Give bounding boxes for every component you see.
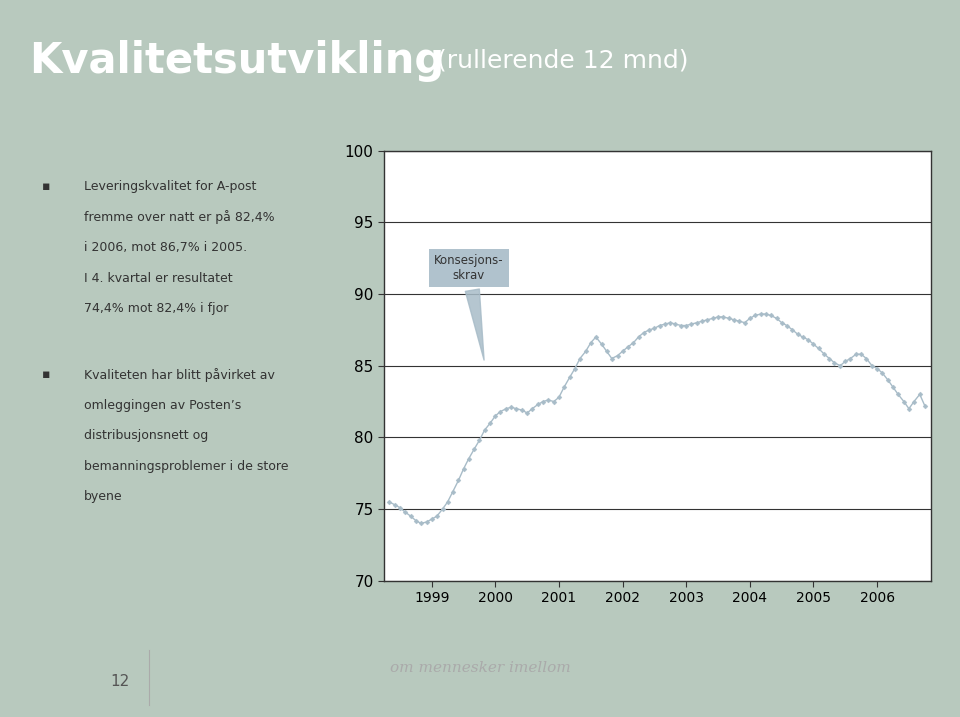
Text: om mennesker imellom: om mennesker imellom [390,661,570,675]
Text: (rullerende 12 mnd): (rullerende 12 mnd) [437,49,688,73]
Text: Kvalitetsutvikling: Kvalitetsutvikling [29,40,444,82]
Text: byene: byene [84,490,122,503]
Text: 12: 12 [110,674,130,689]
Text: Leveringskvalitet for A-post: Leveringskvalitet for A-post [84,180,256,193]
Text: ▪: ▪ [42,180,51,193]
Text: bemanningsproblemer i de store: bemanningsproblemer i de store [84,460,288,473]
Text: i 2006, mot 86,7% i 2005.: i 2006, mot 86,7% i 2005. [84,241,247,254]
Text: Konsesjons-
skrav: Konsesjons- skrav [434,254,503,360]
Text: 74,4% mot 82,4% i fjor: 74,4% mot 82,4% i fjor [84,302,228,315]
Text: ▪: ▪ [42,369,51,381]
Text: Kvaliteten har blitt påvirket av: Kvaliteten har blitt påvirket av [84,369,275,382]
Text: distribusjonsnett og: distribusjonsnett og [84,429,208,442]
Text: fremme over natt er på 82,4%: fremme over natt er på 82,4% [84,211,275,224]
Text: I 4. kvartal er resultatet: I 4. kvartal er resultatet [84,272,232,285]
Text: omleggingen av Posten’s: omleggingen av Posten’s [84,399,241,412]
